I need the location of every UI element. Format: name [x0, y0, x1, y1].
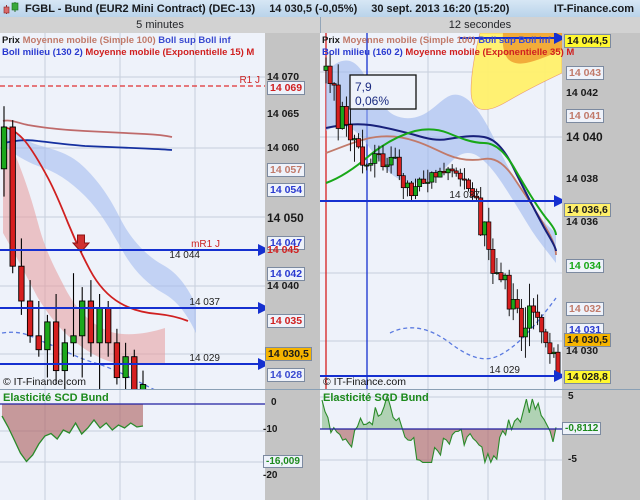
svg-text:14 044: 14 044 [169, 250, 200, 261]
svg-text:7,9: 7,9 [355, 80, 372, 94]
svg-text:14 029: 14 029 [189, 353, 220, 364]
svg-text:mR1 J: mR1 J [191, 239, 220, 250]
svg-text:14 037: 14 037 [449, 190, 480, 201]
svg-text:Elasticité SCD Bund: Elasticité SCD Bund [3, 392, 109, 404]
svg-text:14 029: 14 029 [489, 365, 520, 376]
svg-text:Elasticité SCD Bund: Elasticité SCD Bund [323, 392, 429, 404]
svg-text:R1 J: R1 J [239, 75, 260, 86]
svg-text:0,06%: 0,06% [355, 94, 389, 108]
svg-text:14 037: 14 037 [189, 297, 220, 308]
